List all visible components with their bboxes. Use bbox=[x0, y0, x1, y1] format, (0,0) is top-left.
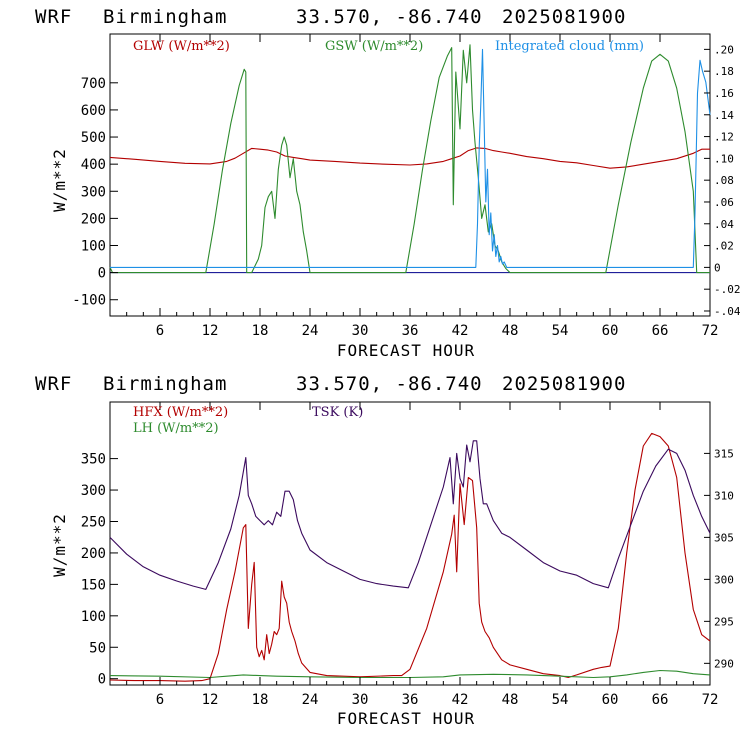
y-tick-label: 100 bbox=[81, 239, 106, 255]
panel-radiation: WRF Birmingham 33.570, -86.740 202508190… bbox=[35, 6, 740, 360]
panel2-coords: 33.570, -86.740 bbox=[296, 373, 483, 395]
tsk-line bbox=[109, 440, 711, 590]
panel2-site: Birmingham bbox=[103, 373, 227, 395]
panel-fluxes: WRF Birmingham 33.570, -86.740 202508190… bbox=[35, 373, 734, 728]
y-tick-label: 0 bbox=[98, 266, 106, 282]
y-tick-label: 150 bbox=[81, 577, 106, 593]
right-tick-label: .12 bbox=[714, 131, 734, 144]
y-tick-label: 300 bbox=[81, 483, 106, 499]
panel1-plot-frame bbox=[109, 33, 711, 317]
cloud-line bbox=[110, 48, 711, 268]
y-tick-label: 400 bbox=[81, 157, 106, 173]
lh-line bbox=[109, 669, 711, 679]
panel2-run: 2025081900 bbox=[502, 373, 626, 395]
right-tick-label: 0 bbox=[714, 261, 721, 274]
right-tick-label: 290 bbox=[714, 657, 734, 670]
y-tick-label: 50 bbox=[89, 640, 106, 656]
x-tick-label: 36 bbox=[402, 692, 419, 708]
right-tick-label: .18 bbox=[714, 65, 734, 78]
right-tick-label: 315 bbox=[714, 447, 734, 460]
right-tick-label: 305 bbox=[714, 531, 734, 544]
y-tick-label: -100 bbox=[72, 293, 106, 309]
x-tick-label: 66 bbox=[652, 323, 669, 339]
x-tick-label: 18 bbox=[252, 323, 269, 339]
y-tick-label: 200 bbox=[81, 546, 106, 562]
x-tick-label: 42 bbox=[452, 323, 469, 339]
right-tick-label: .20 bbox=[714, 43, 734, 56]
panel1-run: 2025081900 bbox=[502, 6, 626, 28]
x-tick-label: 66 bbox=[652, 692, 669, 708]
right-tick-label: .02 bbox=[714, 240, 734, 253]
panel2-x-axis-label: FORECAST HOUR bbox=[337, 709, 475, 728]
right-tick-label: -.04 bbox=[714, 305, 740, 318]
panel2-right-ticks: 315 310 305 300 295 290 bbox=[704, 447, 734, 670]
x-tick-label: 48 bbox=[502, 692, 519, 708]
x-tick-label: 12 bbox=[202, 692, 219, 708]
right-tick-label: .10 bbox=[714, 152, 734, 165]
gsw-line bbox=[109, 44, 710, 274]
panel1-x-axis-label: FORECAST HOUR bbox=[337, 341, 475, 360]
panel1-x-ticks: 6 12 18 24 30 36 42 48 54 60 66 72 bbox=[126, 34, 719, 339]
hfx-line bbox=[109, 432, 711, 682]
panel1-coords: 33.570, -86.740 bbox=[296, 6, 483, 28]
right-tick-label: .04 bbox=[714, 218, 734, 231]
right-tick-label: .16 bbox=[714, 87, 734, 100]
panel1-model: WRF bbox=[35, 6, 72, 28]
panel1-site: Birmingham bbox=[103, 6, 227, 28]
y-tick-label: 100 bbox=[81, 609, 106, 625]
x-tick-label: 60 bbox=[602, 692, 619, 708]
x-tick-label: 24 bbox=[302, 692, 319, 708]
x-tick-label: 12 bbox=[202, 323, 219, 339]
x-tick-label: 18 bbox=[252, 692, 269, 708]
legend-gsw: GSW (W/m**2) bbox=[325, 39, 423, 54]
panel2-model: WRF bbox=[35, 373, 72, 395]
x-tick-label: 30 bbox=[352, 323, 369, 339]
y-tick-label: 700 bbox=[81, 76, 106, 92]
legend-tsk: TSK (K) bbox=[312, 405, 363, 420]
panel2-y-ticks: 0 50 100 150 200 250 300 350 bbox=[81, 452, 118, 688]
y-tick-label: 500 bbox=[81, 130, 106, 146]
x-tick-label: 54 bbox=[552, 692, 569, 708]
y-tick-label: 600 bbox=[81, 103, 106, 119]
legend-glw: GLW (W/m**2) bbox=[133, 39, 230, 54]
glw-line bbox=[109, 147, 710, 169]
y-tick-label: 0 bbox=[98, 672, 106, 688]
x-tick-label: 60 bbox=[602, 323, 619, 339]
panel1-y-ticks: -100 0 100 200 300 400 500 600 700 bbox=[72, 76, 118, 309]
panel2-x-ticks: 6 12 18 24 30 36 42 48 54 60 66 72 bbox=[126, 402, 719, 708]
y-tick-label: 300 bbox=[81, 184, 106, 200]
x-tick-label: 6 bbox=[156, 323, 164, 339]
right-tick-label: .08 bbox=[714, 174, 734, 187]
x-tick-label: 72 bbox=[702, 692, 719, 708]
panel1-right-ticks: .20 .18 .16 .14 .12 .10 .08 .06 .04 .02 0 -.02 -.04 bbox=[704, 43, 740, 318]
panel2-series bbox=[109, 432, 711, 682]
panel2-y-axis-label: W/m**2 bbox=[50, 513, 69, 577]
right-tick-label: 295 bbox=[714, 615, 734, 628]
y-tick-label: 350 bbox=[81, 452, 106, 468]
right-tick-label: 310 bbox=[714, 489, 734, 502]
x-tick-label: 6 bbox=[156, 692, 164, 708]
x-tick-label: 72 bbox=[702, 323, 719, 339]
legend-hfx: HFX (W/m**2) bbox=[133, 405, 228, 420]
panel2-plot-frame bbox=[109, 401, 711, 686]
legend-cloud: Integrated cloud (mm) bbox=[495, 39, 644, 54]
x-tick-label: 36 bbox=[402, 323, 419, 339]
y-tick-label: 250 bbox=[81, 514, 106, 530]
right-tick-label: .14 bbox=[714, 109, 734, 122]
x-tick-label: 24 bbox=[302, 323, 319, 339]
right-tick-label: 300 bbox=[714, 573, 734, 586]
legend-lh: LH (W/m**2) bbox=[133, 421, 219, 436]
x-tick-label: 48 bbox=[502, 323, 519, 339]
x-tick-label: 30 bbox=[352, 692, 369, 708]
x-tick-label: 54 bbox=[552, 323, 569, 339]
right-tick-label: .06 bbox=[714, 196, 734, 209]
panel1-series bbox=[109, 44, 711, 274]
x-tick-label: 42 bbox=[452, 692, 469, 708]
right-tick-label: -.02 bbox=[714, 283, 740, 296]
y-tick-label: 200 bbox=[81, 211, 106, 227]
panel1-y-axis-label: W/m**2 bbox=[50, 148, 69, 212]
